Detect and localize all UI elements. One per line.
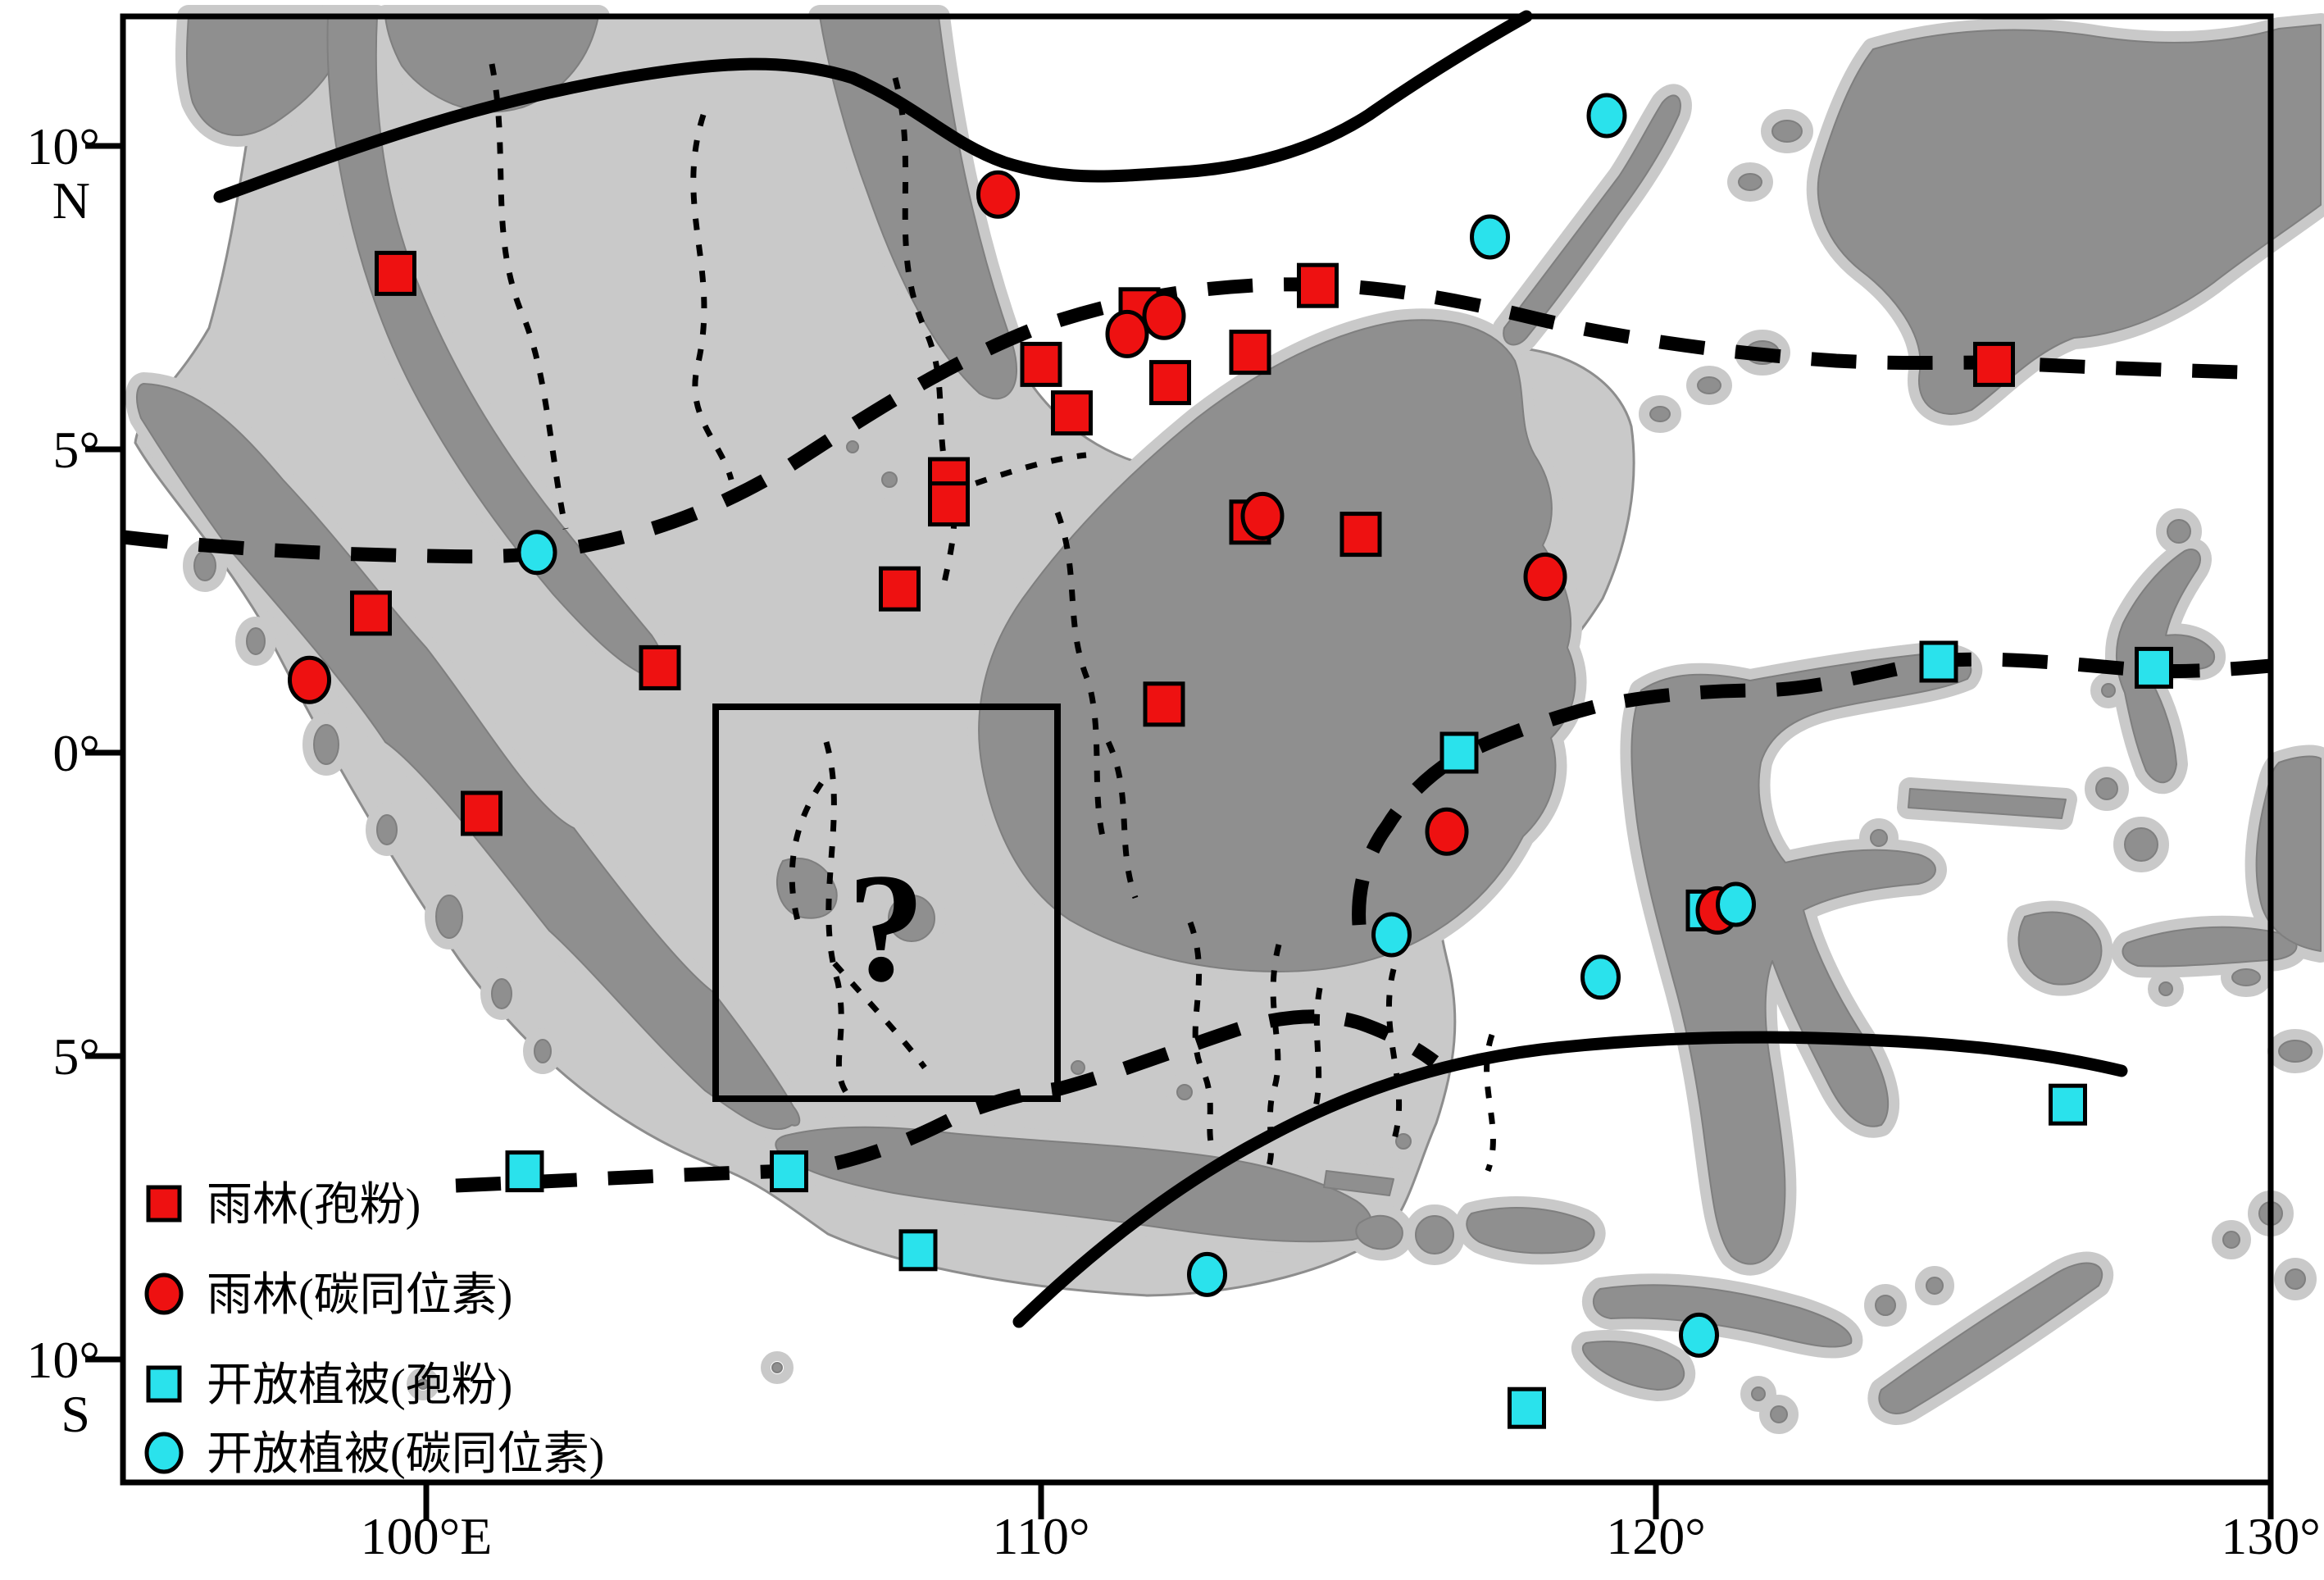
x-tick-label: 110° [992,1507,1089,1565]
data-markers [288,93,2173,1429]
legend-marker-circle-icon [144,1432,184,1474]
data-point-open-vegetation-square [2135,646,2173,689]
legend-item: 雨林(碳同位素) [144,1270,512,1321]
y-tick-hemisphere-label: S [61,1385,90,1443]
legend-item: 开放植被(孢粉) [146,1360,512,1411]
data-point-rainforest-square [1051,390,1093,436]
uncertain-study-area-box [712,703,1061,1102]
y-tick-label: 10° [26,1331,100,1389]
data-point-open-vegetation-square [770,1150,808,1193]
data-point-rainforest-square [639,644,681,690]
data-point-rainforest-circle [1105,309,1149,358]
y-tick-label: 0° [52,724,100,782]
data-point-rainforest-circle [976,170,1020,219]
dashed-vegetation-boundary-lines [122,277,2272,1193]
data-point-open-vegetation-square [505,1150,544,1193]
data-point-rainforest-square [1149,360,1191,406]
data-point-open-vegetation-circle [1580,954,1621,1000]
legend-item-label: 雨林(孢粉) [207,1180,421,1231]
legend-item-label: 开放植被(碳同位素) [207,1429,604,1480]
y-tick-label: 5° [52,421,100,479]
data-point-open-vegetation-square [2049,1083,2087,1126]
data-point-rainforest-square [928,481,970,527]
dashed-boundary-north [122,277,2272,564]
data-point-rainforest-square [1339,512,1382,558]
data-point-rainforest-square [1143,681,1185,727]
data-point-open-vegetation-circle [1371,912,1412,958]
legend-marker-circle-icon [144,1273,184,1315]
data-point-rainforest-square [461,790,503,836]
data-point-rainforest-circle [288,655,331,704]
data-point-open-vegetation-square [1439,731,1479,774]
legend-item: 雨林(孢粉) [146,1180,421,1231]
data-point-open-vegetation-circle [516,530,557,576]
data-point-rainforest-square [879,566,921,612]
data-point-rainforest-circle [1142,291,1186,340]
data-point-open-vegetation-circle [1679,1312,1719,1358]
legend-item-label: 开放植被(孢粉) [207,1360,512,1411]
data-point-open-vegetation-circle [1586,93,1627,139]
question-mark-label: ? [848,842,926,1014]
data-point-rainforest-circle [1425,807,1469,856]
data-point-rainforest-square [375,250,416,296]
dashed-boundary-java [455,1009,1439,1193]
legend-marker-square-icon [146,1365,182,1403]
data-point-rainforest-square [1229,330,1271,376]
x-tick-label: 120° [1606,1507,1706,1565]
map-frame [120,13,2274,1486]
legend: 雨林(孢粉) 雨林(碳同位素) 开放植被(孢粉) 开放植被(碳同位素) [144,1180,604,1480]
x-axis-ticks: 100°E 110° 120° 130° [361,1482,2321,1565]
data-point-open-vegetation-circle [1470,214,1510,260]
legend-marker-square-icon [146,1185,182,1223]
y-tick-hemisphere-label: N [52,171,90,230]
data-point-open-vegetation-circle [1187,1251,1227,1297]
data-point-rainforest-square [350,590,392,636]
legend-item: 开放植被(碳同位素) [144,1429,604,1480]
data-point-rainforest-circle [1523,552,1567,601]
y-axis-ticks: 10°N5°0°5°10°S [26,117,123,1443]
y-tick-label: 5° [52,1027,100,1086]
x-tick-label: 100°E [361,1507,493,1565]
data-point-open-vegetation-circle [1716,881,1756,927]
y-tick-label: 10° [26,117,100,175]
data-point-open-vegetation-square [1508,1386,1546,1429]
dashed-boundary-makassar [1352,652,2272,926]
data-point-rainforest-square [1973,341,2015,387]
northern-solid-boundary-line [213,10,1533,203]
data-point-open-vegetation-square [898,1229,938,1272]
data-point-rainforest-circle [1240,491,1285,540]
southern-solid-boundary-line [1012,1031,2128,1328]
data-point-rainforest-square [1297,262,1339,308]
data-point-rainforest-square [1020,341,1062,387]
legend-item-label: 雨林(碳同位素) [207,1270,512,1321]
x-tick-label: 130° [2221,1507,2321,1565]
data-point-open-vegetation-square [1919,640,1958,683]
paleo-river-channels [489,63,1496,1172]
